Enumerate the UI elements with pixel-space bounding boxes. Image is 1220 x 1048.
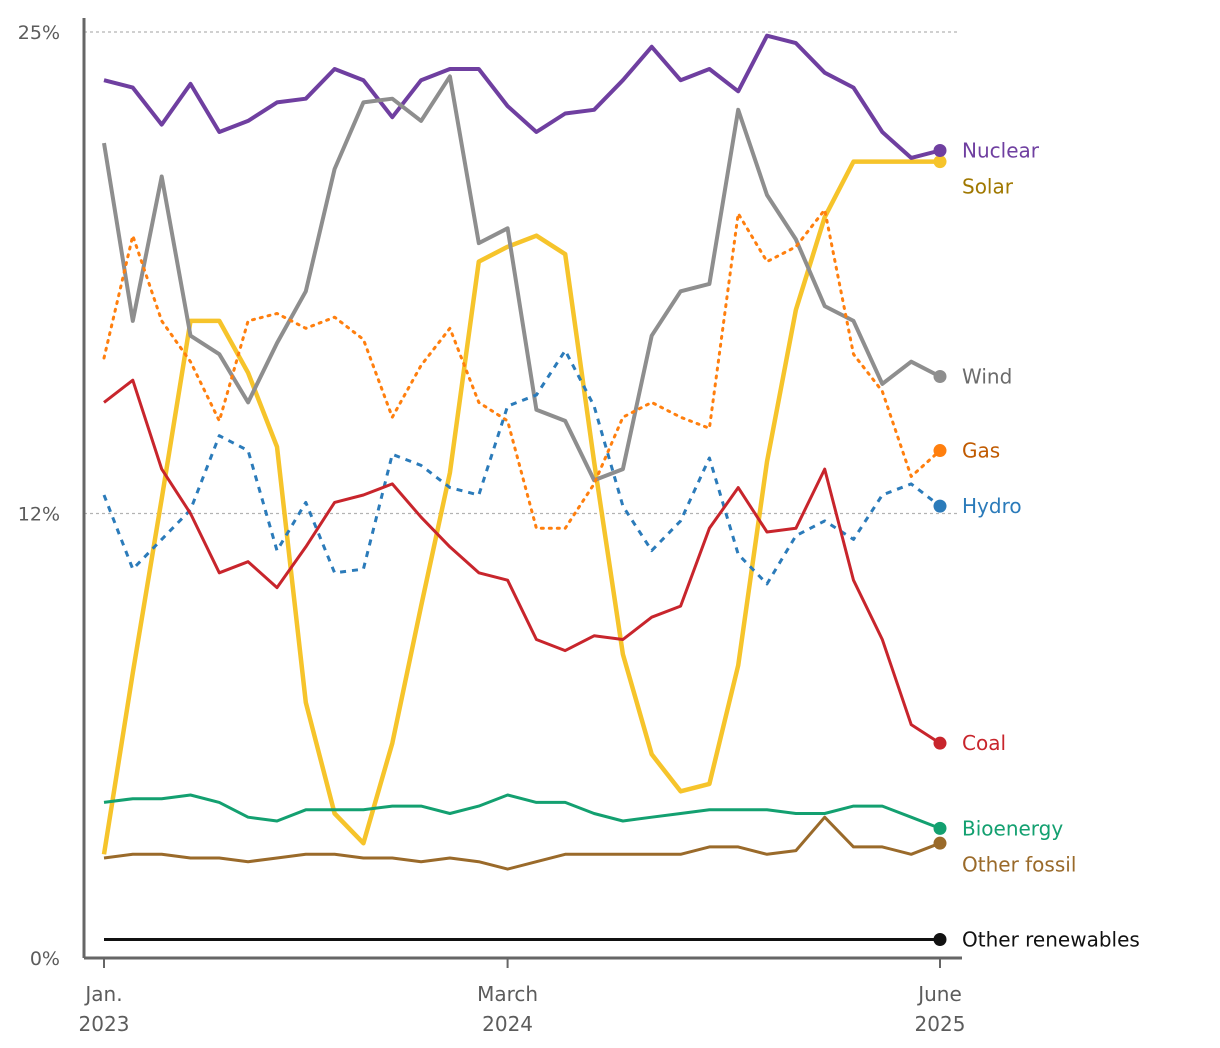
series-end-dot-solar (933, 155, 947, 169)
y-tick-label: 25% (18, 22, 60, 44)
x-tick-label: Jan. (83, 982, 122, 1006)
series-lines (101, 33, 942, 941)
x-tick-label: March (477, 982, 538, 1006)
x-tick-label: June (916, 982, 962, 1006)
series-end-dot-nuclear (933, 144, 947, 158)
series-line-hydro (102, 349, 941, 586)
series-line-coal (103, 378, 941, 745)
series-label-solar: Solar (962, 175, 1014, 199)
series-line-gas (102, 208, 942, 530)
x-tick-label: 2024 (482, 1012, 533, 1036)
gridlines (84, 31, 960, 515)
series-line-other-fossil (103, 815, 941, 871)
series-line-wind (102, 74, 941, 483)
series-label-gas: Gas (962, 439, 1000, 463)
y-tick-label: 0% (30, 948, 60, 970)
series-label-other-fossil: Other fossil (962, 852, 1076, 876)
series-line-nuclear (103, 33, 941, 160)
series-label-bioenergy: Bioenergy (962, 816, 1063, 840)
series-end-dot-wind (933, 369, 947, 383)
series-line-bioenergy (103, 793, 941, 830)
series-label-coal: Coal (962, 731, 1006, 755)
series-end-dot-other-renewables (933, 932, 947, 946)
series-label-wind: Wind (962, 364, 1012, 388)
series-line-solar (101, 159, 940, 855)
series-end-dot-coal (933, 736, 947, 750)
series-label-other-renewables: Other renewables (962, 927, 1140, 951)
axes: 0% 12% 25% Jan. 2023 March 2024 June 2025 (18, 18, 966, 1036)
series-end-dot-other-fossil (933, 836, 947, 850)
series-end-dot-bioenergy (933, 821, 947, 835)
series-end-dot-hydro (933, 499, 947, 513)
x-tick-label: 2025 (915, 1012, 966, 1036)
y-tick-label: 12% (18, 504, 60, 526)
series-end-dot-gas (933, 444, 947, 458)
x-tick-label: 2023 (79, 1012, 130, 1036)
series-label-nuclear: Nuclear (962, 139, 1040, 163)
series-labels: Solar Nuclear Wind Gas Hydro Coal Bioenergy Oth… (933, 139, 1140, 951)
series-label-hydro: Hydro (962, 494, 1022, 518)
